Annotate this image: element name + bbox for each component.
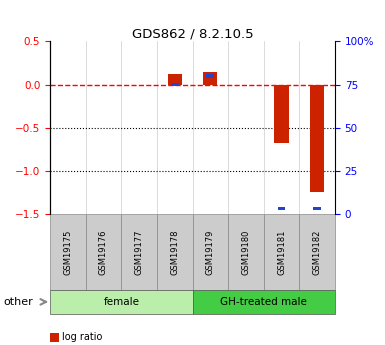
Text: GSM19176: GSM19176 [99, 229, 108, 275]
Text: GSM19180: GSM19180 [241, 229, 250, 275]
Bar [121, 214, 157, 290]
Text: GH-treated male: GH-treated male [220, 297, 307, 307]
Bar [50, 214, 85, 290]
Text: GSM19182: GSM19182 [313, 229, 321, 275]
Bar [300, 214, 335, 290]
Text: female: female [103, 297, 139, 307]
Bar [50, 290, 192, 314]
Bar [264, 214, 300, 290]
Text: GSM19175: GSM19175 [64, 229, 72, 275]
Bar [85, 214, 121, 290]
Bar [167, 74, 182, 85]
Title: GDS862 / 8.2.10.5: GDS862 / 8.2.10.5 [132, 27, 253, 40]
Bar [171, 83, 179, 86]
Bar [228, 214, 264, 290]
Bar [278, 207, 285, 210]
Text: GSM19177: GSM19177 [135, 229, 144, 275]
Bar [192, 214, 228, 290]
Bar [313, 207, 321, 210]
Text: log ratio: log ratio [62, 332, 103, 342]
Bar [206, 74, 214, 78]
Bar [275, 85, 289, 143]
Bar [310, 85, 324, 192]
Bar [157, 214, 192, 290]
Bar [203, 71, 218, 85]
Text: other: other [4, 297, 33, 307]
Text: GSM19178: GSM19178 [170, 229, 179, 275]
Text: GSM19179: GSM19179 [206, 229, 215, 275]
Text: GSM19181: GSM19181 [277, 229, 286, 275]
Bar [192, 290, 335, 314]
